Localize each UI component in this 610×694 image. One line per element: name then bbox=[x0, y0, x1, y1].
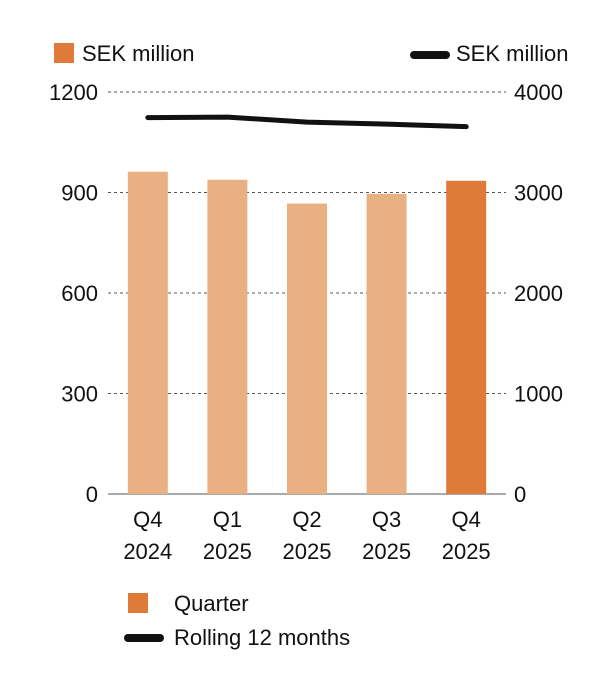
right-tick-label: 0 bbox=[514, 482, 526, 507]
legend-quarter-label: Quarter bbox=[174, 591, 249, 616]
left-axis-legend-swatch bbox=[54, 43, 74, 63]
right-tick-label: 2000 bbox=[514, 281, 563, 306]
right-axis-label: SEK million bbox=[456, 41, 568, 66]
bar-1 bbox=[207, 179, 248, 494]
legend-quarter-swatch bbox=[128, 593, 148, 613]
category-label-line1: Q1 bbox=[213, 507, 242, 532]
right-tick-label: 3000 bbox=[514, 181, 563, 206]
category-label-line1: Q2 bbox=[292, 507, 321, 532]
category-label-line2: 2024 bbox=[123, 539, 172, 564]
right-tick-label: 1000 bbox=[514, 382, 563, 407]
left-tick-label: 0 bbox=[86, 482, 98, 507]
left-tick-label: 300 bbox=[61, 382, 98, 407]
category-label-line2: 2025 bbox=[362, 539, 411, 564]
legend-rolling-label: Rolling 12 months bbox=[174, 625, 350, 650]
left-axis-label: SEK million bbox=[82, 41, 194, 66]
bar-4 bbox=[446, 180, 487, 494]
category-label-line1: Q4 bbox=[133, 507, 162, 532]
category-label-line2: 2025 bbox=[203, 539, 252, 564]
bar-3 bbox=[366, 193, 407, 494]
left-tick-label: 600 bbox=[61, 281, 98, 306]
category-label-line2: 2025 bbox=[283, 539, 332, 564]
bar-0 bbox=[127, 171, 168, 495]
left-tick-label: 900 bbox=[61, 181, 98, 206]
category-label-line2: 2025 bbox=[442, 539, 491, 564]
bar-2 bbox=[287, 203, 327, 494]
rolling-12-months-line bbox=[145, 114, 469, 130]
category-label-line1: Q4 bbox=[452, 507, 481, 532]
left-tick-label: 1200 bbox=[49, 80, 98, 105]
right-tick-label: 4000 bbox=[514, 80, 563, 105]
category-label-line1: Q3 bbox=[372, 507, 401, 532]
